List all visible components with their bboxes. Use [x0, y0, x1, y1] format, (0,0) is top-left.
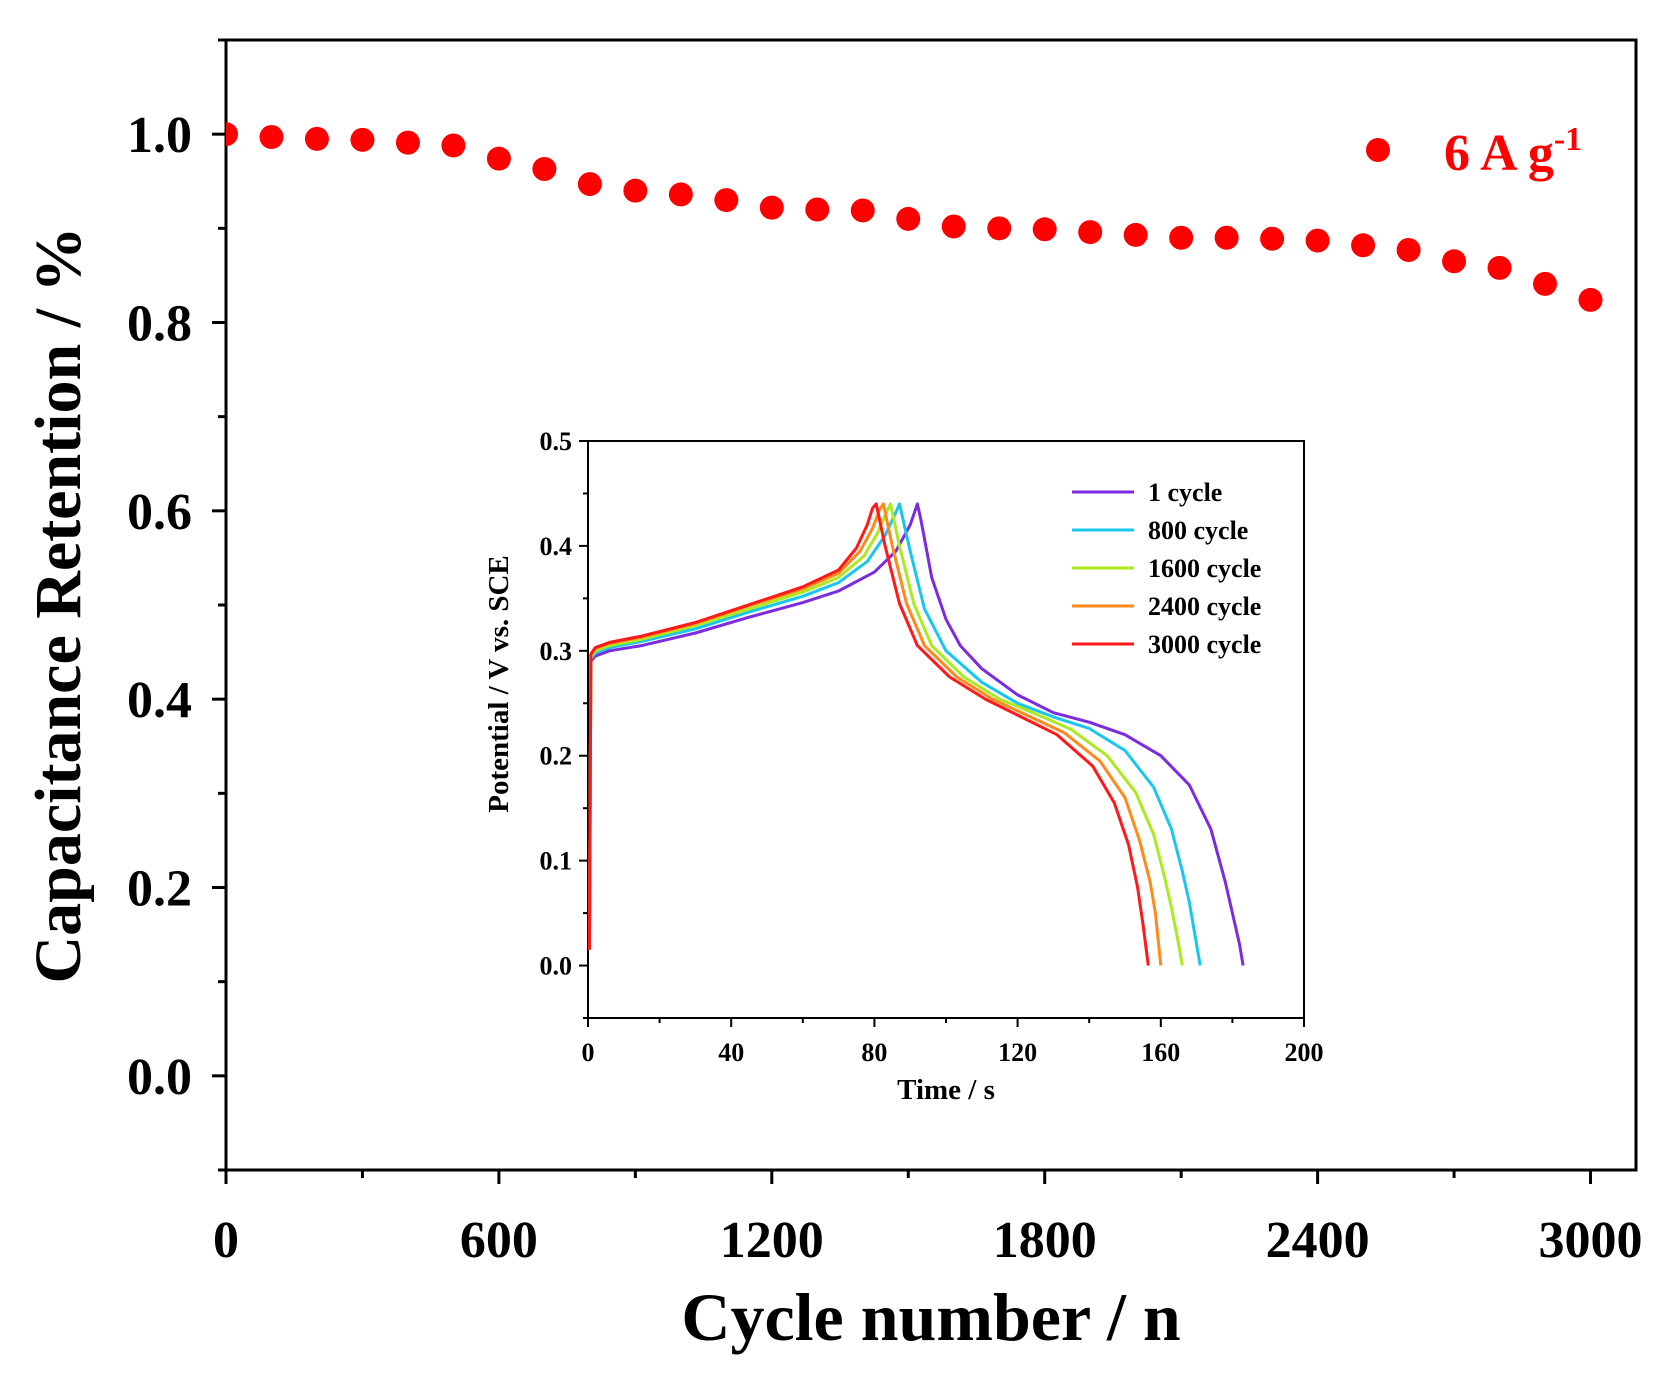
main-x-axis-title: Cycle number / n	[681, 1279, 1180, 1355]
data-point	[805, 197, 830, 222]
data-point	[1487, 255, 1512, 280]
data-point	[1442, 249, 1467, 274]
inset-x-tick-label: 200	[1285, 1038, 1324, 1067]
data-point	[623, 178, 648, 203]
legend-label-2400-cycle: 2400 cycle	[1148, 592, 1261, 621]
main-y-tick-label: 1.0	[127, 107, 192, 164]
legend-label-800-cycle: 800 cycle	[1148, 516, 1248, 545]
inset-x-axis-title: Time / s	[897, 1074, 995, 1106]
inset-y-tick-label: 0.5	[540, 427, 573, 456]
data-point	[395, 130, 420, 155]
data-point	[1305, 228, 1330, 253]
data-point	[714, 188, 739, 213]
data-point	[896, 206, 921, 231]
inset-y-tick-label: 0.4	[540, 532, 573, 561]
main-legend: 6 A g-1	[1366, 121, 1582, 182]
inset-legend: 1 cycle 800 cycle 1600 cycle 2400 cycle 3000…	[1072, 478, 1261, 659]
data-point	[759, 195, 784, 220]
main-y-tick-label: 0.6	[127, 484, 192, 541]
data-point	[1078, 220, 1103, 245]
data-point	[532, 157, 557, 182]
inset-y-tick-label: 0.2	[540, 742, 573, 771]
data-point	[486, 146, 511, 171]
main-series-6A	[226, 122, 1603, 312]
data-point	[1032, 217, 1057, 242]
data-point	[1396, 237, 1421, 262]
data-point	[941, 214, 966, 239]
data-point	[577, 172, 602, 197]
main-x-tick-label: 0	[213, 1212, 239, 1269]
main-x-tick-label: 1800	[993, 1212, 1097, 1269]
inset-x-tick-label: 120	[998, 1038, 1037, 1067]
series-line-800-cycle	[588, 502, 1202, 966]
inset-x-tick-label: 0	[582, 1038, 595, 1067]
data-point	[987, 216, 1012, 241]
data-point	[1533, 271, 1558, 296]
data-point	[1123, 222, 1148, 247]
data-point	[441, 133, 466, 158]
main-x-tick-label: 2400	[1266, 1212, 1370, 1269]
inset-y-axis-title: Potential / V vs. SCE	[483, 555, 515, 813]
inset-y-tick-label: 0.1	[540, 847, 573, 876]
data-point	[226, 122, 238, 147]
main-y-tick-label: 0.4	[127, 672, 192, 729]
main-y-tick-label: 0.2	[127, 861, 192, 918]
main-y-tick-label: 0.0	[127, 1049, 192, 1106]
main-x-tick-label: 600	[460, 1212, 538, 1269]
inset-chart: 0 40 80 120 160 200 0.0 0.1 0.2 0.3 0.4 0.5 Time / s…	[483, 427, 1324, 1106]
main-y-tick-label: 0.8	[127, 296, 192, 353]
inset-x-tick-label: 80	[861, 1038, 887, 1067]
data-point	[1351, 233, 1376, 258]
main-chart: 0 600 1200 1800 2400 30000.00.20.40.60.81.0Cy…	[22, 38, 1643, 1355]
data-point	[1260, 226, 1285, 251]
inset-x-tick-label: 160	[1141, 1038, 1180, 1067]
inset-y-tick-label: 0.3	[540, 637, 573, 666]
legend-label-6A: 6 A g-1	[1444, 121, 1582, 182]
legend-label-1-cycle: 1 cycle	[1148, 478, 1222, 507]
data-point	[850, 198, 875, 223]
main-x-tick-label: 3000	[1539, 1212, 1643, 1269]
data-point	[304, 126, 329, 151]
legend-label-main: 6 A g	[1444, 125, 1554, 182]
legend-label-superscript: -1	[1554, 121, 1582, 158]
inset-x-tick-label: 40	[718, 1038, 744, 1067]
legend-marker-6A	[1366, 138, 1390, 162]
series-line-1600-cycle	[588, 502, 1184, 966]
data-point	[1169, 225, 1194, 250]
main-x-tick-label: 1200	[720, 1212, 824, 1269]
data-point	[668, 182, 693, 207]
data-point	[1214, 225, 1239, 250]
inset-y-tick-label: 0.0	[540, 952, 573, 981]
data-point	[259, 124, 284, 149]
data-point	[1578, 287, 1603, 312]
series-line-1-cycle	[588, 502, 1245, 966]
legend-label-3000-cycle: 3000 cycle	[1148, 630, 1261, 659]
data-point	[350, 127, 375, 152]
inset-curves	[588, 502, 1245, 966]
series-line-3000-cycle	[588, 502, 1150, 966]
legend-label-1600-cycle: 1600 cycle	[1148, 554, 1261, 583]
inset-plot-frame	[587, 440, 1305, 1019]
main-y-axis-title: Capacitance Retention / %	[22, 226, 95, 983]
